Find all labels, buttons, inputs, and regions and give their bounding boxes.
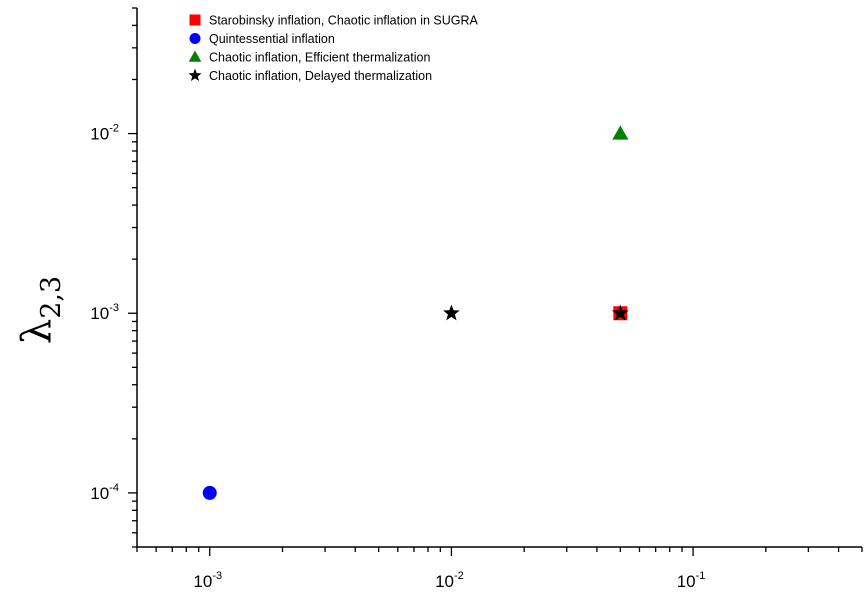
x-tick-label: 10-2 bbox=[435, 570, 464, 591]
tick-label-exponent: -4 bbox=[109, 482, 119, 494]
legend-label: Starobinsky inflation, Chaotic inflation… bbox=[209, 14, 479, 28]
tick-label-base: 10 bbox=[90, 304, 109, 323]
x-tick-label: 10-1 bbox=[677, 570, 706, 591]
y-axis-label: λ2,3 bbox=[14, 276, 67, 344]
axes bbox=[136, 8, 862, 548]
tick-label-base: 10 bbox=[193, 572, 212, 591]
data-point-star bbox=[612, 304, 629, 321]
tick-label-exponent: -1 bbox=[696, 570, 706, 582]
legend-marker-triangle bbox=[188, 50, 202, 62]
y-axis-label-subscript: 2,3 bbox=[36, 276, 67, 319]
tick-label-base: 10 bbox=[90, 484, 109, 503]
y-tick-label: 10-4 bbox=[90, 482, 119, 503]
tick-label-exponent: -2 bbox=[454, 570, 464, 582]
y-axis-label-symbol: λ bbox=[14, 319, 60, 344]
legend-marker-circle bbox=[189, 33, 201, 44]
tick-label-base: 10 bbox=[435, 572, 454, 591]
data-point-triangle bbox=[612, 125, 629, 140]
legend-marker-star bbox=[188, 68, 202, 82]
legend-marker-square bbox=[189, 14, 201, 26]
legend: Starobinsky inflation, Chaotic inflation… bbox=[188, 14, 479, 83]
legend-label: Chaotic inflation, Efficient thermalizat… bbox=[209, 51, 430, 65]
tick-label-exponent: -3 bbox=[109, 302, 119, 314]
data-point-star bbox=[443, 304, 460, 321]
y-tick-label: 10-3 bbox=[90, 302, 119, 323]
tick-label-base: 10 bbox=[677, 572, 696, 591]
tick-label-exponent: -2 bbox=[109, 123, 119, 135]
data-point-circle bbox=[202, 485, 217, 500]
legend-label: Chaotic inflation, Delayed thermalizatio… bbox=[209, 69, 432, 83]
data-points bbox=[202, 125, 629, 500]
x-axis-ticks: 10-3 10-2 10-1 bbox=[136, 547, 863, 591]
tick-label-base: 10 bbox=[90, 125, 109, 144]
y-axis-ticks: 10-410-310-2 bbox=[90, 7, 137, 548]
x-tick-label: 10-3 bbox=[193, 570, 222, 591]
legend-label: Quintessential inflation bbox=[209, 32, 335, 46]
y-tick-label: 10-2 bbox=[90, 123, 119, 144]
tick-label-exponent: -3 bbox=[212, 570, 222, 582]
